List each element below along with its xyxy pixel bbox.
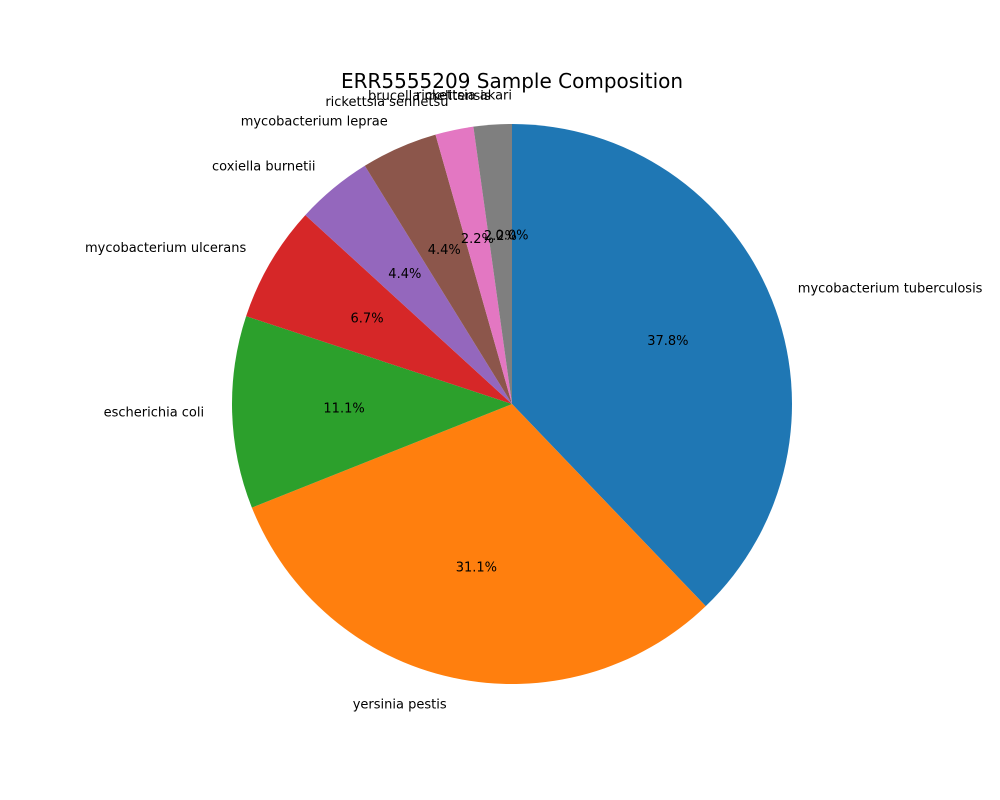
slice-label-yersinia-pestis: yersinia pestis — [353, 697, 447, 712]
slice-percent-mycobacterium-ulcerans: 6.7% — [351, 312, 384, 327]
pie-slice-mycobacterium-leprae — [364, 134, 512, 404]
slice-percent-escherichia-coli: 11.1% — [323, 402, 364, 417]
pie-slice-yersinia-pestis — [251, 404, 706, 684]
slice-label-rickettsia-sennetsu: rickettsia sennetsu — [325, 95, 448, 110]
slice-label-mycobacterium-leprae: mycobacterium leprae — [241, 115, 388, 130]
pie-slice-mycobacterium-tuberculosis — [512, 124, 792, 607]
slice-percent-coxiella-burnetii: 4.4% — [388, 267, 421, 282]
slice-label-rickettsia-akari: rickettsia akari — [416, 89, 512, 104]
pie-slices — [231, 124, 792, 684]
slice-label-coxiella-burnetii: coxiella burnetii — [212, 159, 316, 174]
pie-slice-rickettsia-sennetsu — [435, 126, 512, 404]
pie-slice-brucella-melitensis — [473, 124, 512, 404]
slice-percent-rickettsia-akari: 0.0% — [495, 229, 528, 244]
slice-percent-brucella-melitensis: 2.2% — [484, 229, 517, 244]
pie-slice-coxiella-burnetii — [305, 165, 512, 404]
pie-labels: mycobacterium tuberculosis yersinia pesti… — [85, 89, 983, 713]
pie-slice-mycobacterium-ulcerans — [246, 215, 513, 404]
slice-label-brucella-melitensis: brucella melitensis — [368, 89, 491, 104]
pie-slice-escherichia-coli — [231, 316, 512, 508]
slice-percent-yersinia-pestis: 31.1% — [456, 561, 497, 576]
slice-label-mycobacterium-ulcerans: mycobacterium ulcerans — [85, 241, 246, 256]
pie-percent-labels: 37.8%31.1%11.1%6.7%4.4%4.4%2.2%2.2%0.0% — [323, 229, 688, 576]
slice-percent-mycobacterium-leprae: 4.4% — [428, 243, 461, 258]
slice-label-escherichia-coli: escherichia coli — [104, 406, 205, 421]
slice-percent-mycobacterium-tuberculosis: 37.8% — [647, 334, 688, 349]
slice-percent-rickettsia-sennetsu: 2.2% — [461, 232, 494, 247]
slice-label-mycobacterium-tuberculosis: mycobacterium tuberculosis — [798, 282, 983, 297]
chart-title: ERR5555209 Sample Composition — [341, 69, 683, 93]
